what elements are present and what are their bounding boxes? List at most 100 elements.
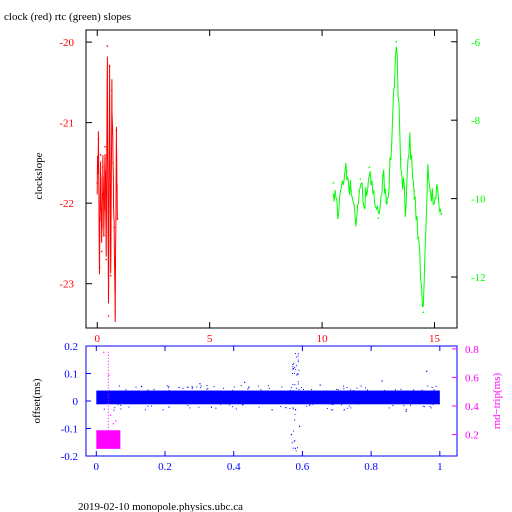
offset-point [410,404,412,406]
bottom-xtick-label: 0.2 [158,461,172,473]
offset-point [233,397,235,399]
top-ytick-left-label: -21 [59,118,74,130]
offset-point [178,392,180,394]
offset-point [334,392,336,394]
offset-point [206,388,208,390]
offset-point [292,390,294,392]
offset-point [235,408,237,410]
offset-point [206,385,208,387]
offset-point [140,392,142,394]
offset-point [350,389,352,391]
offset-point [197,398,199,400]
offset-point [125,396,127,398]
offset-point [167,387,169,389]
bottom-ytick-left-label: -0.2 [61,451,78,463]
offset-point [357,392,359,394]
offset-point [174,392,176,394]
series-point-clock [113,226,115,229]
offset-point [106,401,108,403]
offset-point [162,409,164,411]
offset-point [433,389,435,391]
offset-point [199,383,201,385]
offset-point [231,406,233,408]
offset-point [228,404,230,406]
series-point-rtc [359,178,362,180]
offset-point [294,367,296,369]
series-point-clock [116,218,119,221]
series-point-rtc [435,186,438,188]
offset-point [292,447,294,449]
offset-point [231,403,233,405]
offset-point [289,400,291,402]
series-point-rtc [395,40,398,43]
offset-point [134,396,136,398]
offset-point [223,387,225,389]
offset-point [142,392,144,394]
offset-point [230,394,232,396]
offset-point [147,405,149,407]
offset-point [326,408,328,410]
offset-point [197,401,199,403]
offset-point [319,384,321,386]
offset-point [297,373,299,375]
series-point-rtc [368,166,371,169]
series-point-clock [115,129,118,132]
offset-point [300,386,302,388]
series-point-clock [97,137,100,140]
offset-point [249,392,251,394]
offset-point [297,383,299,385]
offset-point [164,400,166,402]
offset-point [295,409,297,411]
offset-point [365,387,367,389]
offset-point [182,387,184,389]
offset-point [297,353,299,355]
offset-point [293,430,295,432]
offset-point [294,419,296,421]
bottom-ytick-left-label: -0.1 [61,424,78,436]
offset-point [147,389,149,391]
offset-point [296,356,298,358]
series-point-rtc [350,189,353,192]
offset-band [96,390,440,405]
offset-point [316,396,318,398]
series-point-rtc [426,174,429,176]
series-point-clock [98,266,101,269]
offset-point [336,388,338,390]
series-line-clock [96,56,118,323]
offset-point [360,401,362,403]
offset-point [337,389,339,391]
offset-point [171,391,173,393]
offset-point [309,405,311,407]
offset-point [422,405,424,407]
offset-point [187,386,189,388]
offset-point [419,399,421,401]
rndtrip-point [110,414,112,416]
offset-point [332,393,334,395]
series-point-clock [102,166,104,168]
offset-point [413,389,415,391]
offset-point [133,391,135,393]
offset-point [191,386,193,388]
offset-point [279,401,281,403]
offset-point [258,406,260,408]
offset-point [426,370,428,372]
offset-point [424,406,426,408]
offset-point [267,394,269,396]
series-point-clock [112,162,114,164]
offset-point [191,395,193,397]
offset-point [364,397,366,399]
offset-point [292,391,294,393]
offset-point [406,391,408,393]
offset-point [272,393,274,395]
offset-point [367,389,369,391]
offset-point [311,399,313,401]
offset-point [349,391,351,393]
series-point-rtc [332,182,335,184]
rndtrip-block [96,430,121,449]
offset-point [282,399,284,401]
top-ylabel: clockslope [33,152,45,199]
offset-point [296,373,299,375]
offset-point [297,361,299,363]
top-ytick-right-label: -10 [471,194,486,206]
offset-point [278,391,280,393]
